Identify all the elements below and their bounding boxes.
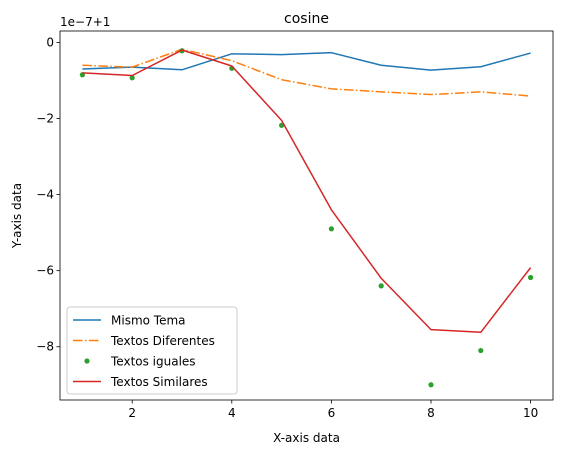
- legend-swatch-textos-iguales: [84, 358, 90, 364]
- y-tick-label: −8: [36, 340, 54, 354]
- series-line-mismo-tema: [82, 51, 531, 71]
- series-line-textos-similares: [82, 49, 532, 334]
- legend-label-textos-iguales: Textos iguales: [110, 355, 196, 369]
- ticks-layer: 2 4 6 8 10 0 −2 −4 −6 −8: [36, 35, 538, 420]
- chart-title: cosine: [284, 11, 329, 27]
- data-point-textos-iguales: [378, 283, 384, 289]
- x-tick-label: 10: [523, 406, 538, 420]
- y-tick-label: 0: [46, 35, 54, 49]
- y-axis-label: Y-axis data: [10, 183, 24, 249]
- data-point-textos-iguales: [129, 75, 135, 81]
- data-point-textos-iguales: [428, 382, 434, 388]
- y-tick-label: −4: [36, 188, 54, 202]
- x-axis-label: X-axis data: [273, 431, 340, 445]
- y-offset-text: 1e−7+1: [60, 15, 110, 29]
- legend-label-textos-similares: Textos Similares: [110, 375, 208, 389]
- x-tick-label: 6: [328, 406, 336, 420]
- x-tick-label: 8: [427, 406, 435, 420]
- legend-entries: Mismo Tema Textos Diferentes Textos iguale…: [73, 314, 215, 389]
- data-point-textos-iguales: [527, 274, 534, 281]
- data-point-textos-iguales: [478, 347, 484, 354]
- x-tick-label: 4: [228, 406, 236, 420]
- legend-label-textos-diferentes: Textos Diferentes: [110, 334, 215, 348]
- series-line-textos-diferentes: [82, 48, 531, 97]
- data-point-textos-iguales: [328, 226, 334, 232]
- plot-frame: [59, 30, 554, 401]
- y-tick-label: −6: [36, 264, 54, 278]
- legend: Mismo Tema Textos Diferentes Textos iguale…: [66, 306, 238, 395]
- y-tick-label: −2: [36, 111, 54, 125]
- legend-frame: [66, 306, 238, 395]
- x-tick-label: 2: [128, 406, 136, 420]
- series-layer: [79, 48, 534, 388]
- legend-label-mismo-tema: Mismo Tema: [111, 314, 186, 328]
